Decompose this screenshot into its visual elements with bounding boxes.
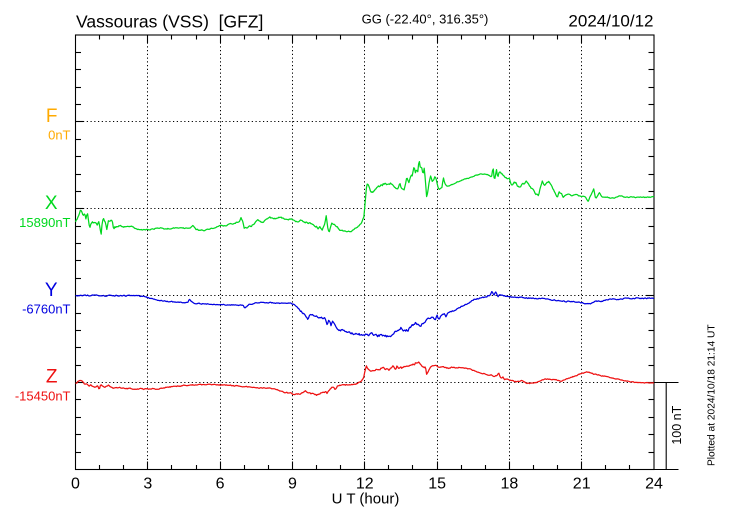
svg-text:9: 9: [288, 476, 297, 493]
svg-text:18: 18: [501, 476, 519, 493]
svg-text:GG (-22.40°, 316.35°): GG (-22.40°, 316.35°): [362, 12, 489, 27]
svg-text:U T (hour): U T (hour): [332, 491, 400, 508]
svg-text:-6760nT: -6760nT: [22, 302, 70, 317]
svg-text:3: 3: [143, 476, 152, 493]
svg-text:F: F: [46, 106, 58, 127]
svg-text:15: 15: [428, 476, 446, 493]
svg-text:6: 6: [216, 476, 225, 493]
svg-text:12: 12: [356, 476, 374, 493]
svg-text:Z: Z: [46, 367, 58, 388]
svg-text:15890nT: 15890nT: [19, 215, 70, 230]
svg-text:100 nT: 100 nT: [670, 405, 684, 444]
svg-text:X: X: [45, 193, 58, 214]
svg-text:2024/10/12: 2024/10/12: [568, 12, 653, 31]
svg-text:Vassouras (VSS) [GFZ]: Vassouras (VSS) [GFZ]: [76, 12, 263, 32]
svg-text:0nT: 0nT: [48, 128, 70, 143]
svg-text:21: 21: [573, 476, 591, 493]
svg-text:24: 24: [645, 476, 663, 493]
svg-text:-15450nT: -15450nT: [15, 389, 71, 404]
svg-text:0: 0: [71, 476, 80, 493]
svg-text:Y: Y: [45, 280, 58, 301]
svg-text:Plotted at 2024/10/18 21:14 UT: Plotted at 2024/10/18 21:14 UT: [707, 324, 718, 466]
